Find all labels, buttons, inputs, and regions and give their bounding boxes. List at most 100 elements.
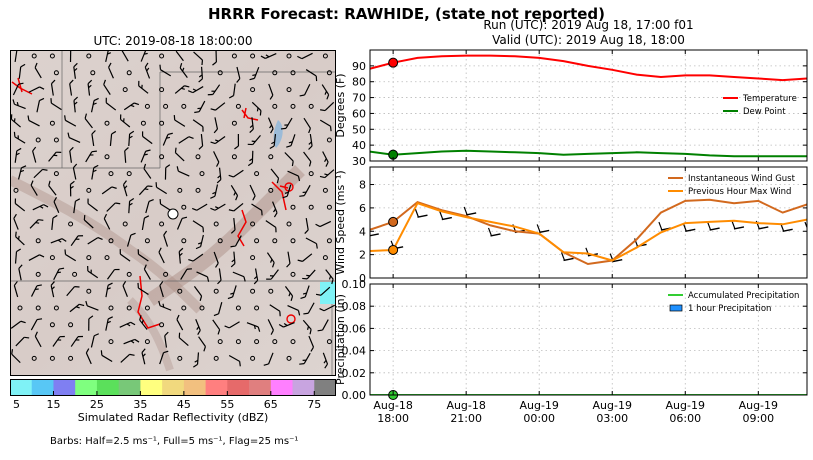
wind-barb	[302, 269, 316, 280]
wind-barb	[249, 117, 254, 134]
calm-wind-marker	[217, 238, 223, 244]
wind-barb	[164, 164, 171, 180]
wind-barb	[187, 86, 204, 94]
calm-wind-marker	[49, 322, 55, 328]
wind-barb	[27, 115, 40, 127]
map-frame	[10, 50, 336, 376]
legend: Instantaneous Wind Gust Previous Hour Max…	[668, 174, 796, 197]
wind-barb	[90, 333, 100, 348]
x-tick-label: 09:00	[742, 412, 774, 425]
calm-wind-marker	[322, 187, 328, 193]
wind-barb	[249, 184, 256, 201]
wind-barb	[194, 100, 206, 114]
x-tick-label: 21:00	[450, 412, 482, 425]
calm-wind-marker	[177, 355, 183, 361]
wind-barb	[173, 114, 186, 127]
colorbar-tick-label: 15	[46, 398, 60, 411]
calm-wind-marker	[286, 53, 292, 59]
calm-wind-marker	[199, 305, 205, 311]
wind-barb	[138, 80, 149, 94]
wind-barb	[33, 168, 48, 179]
wind-barb	[122, 281, 128, 297]
wind-barb-flag	[487, 227, 493, 237]
wind-barb	[143, 163, 152, 179]
colorbar-cell	[314, 379, 336, 396]
wind-barb	[11, 349, 21, 364]
calm-wind-marker	[159, 53, 165, 59]
wind-barb-segment	[539, 229, 550, 234]
wind-barb	[91, 164, 99, 180]
wind-barb-flag	[658, 221, 663, 231]
wind-barb	[228, 202, 244, 212]
calm-wind-marker	[290, 103, 296, 109]
wind-barb	[123, 102, 140, 111]
calm-wind-marker	[126, 70, 132, 76]
wind-barb	[213, 302, 223, 317]
calm-wind-marker	[49, 53, 55, 59]
wind-barb-flag	[560, 252, 566, 261]
calm-wind-marker	[144, 305, 150, 311]
x-tick-label: 00:00	[523, 412, 555, 425]
colorbar-tick-label: 5	[13, 398, 20, 411]
wind-barb	[48, 151, 62, 162]
wind-barb-segment	[563, 257, 574, 262]
wind-barb	[269, 304, 281, 317]
wind-barb	[10, 114, 21, 128]
wind-barb	[319, 169, 335, 179]
wind-barb	[36, 97, 45, 113]
calm-wind-marker	[268, 288, 274, 294]
wind-barb	[158, 247, 165, 264]
calm-wind-marker	[177, 187, 183, 193]
calm-wind-marker	[290, 70, 296, 76]
wind-barb	[106, 202, 121, 212]
wind-barb	[141, 131, 153, 145]
wind-barb	[69, 50, 76, 63]
wind-barb-segment	[466, 212, 477, 216]
lake	[273, 120, 283, 148]
wind-barb	[198, 66, 204, 83]
calm-wind-marker	[17, 305, 23, 311]
plot-frame	[369, 166, 808, 279]
wind-barb	[108, 62, 114, 79]
wind-barb	[251, 203, 263, 216]
calm-wind-marker	[250, 53, 256, 59]
y-tick-label: 0	[359, 272, 366, 285]
wind-barb	[212, 319, 221, 335]
wind-barb	[319, 119, 332, 132]
wind-barb-segment	[417, 214, 428, 218]
wind-barb	[30, 318, 43, 331]
colorbar-cell	[31, 379, 54, 396]
wind-barb	[48, 180, 57, 196]
calm-wind-marker	[235, 103, 241, 109]
calm-wind-marker	[86, 255, 92, 261]
wind-barb	[232, 271, 246, 282]
wind-barb	[100, 350, 113, 363]
calm-wind-marker	[90, 70, 96, 76]
calm-wind-marker	[140, 120, 146, 126]
wind-barb	[308, 133, 313, 150]
wind-barb	[18, 264, 23, 281]
calm-wind-marker	[268, 187, 274, 193]
wind-barb	[193, 352, 200, 368]
terrain-ridge	[146, 165, 305, 306]
wind-barb	[12, 82, 24, 96]
wind-barb	[69, 146, 74, 163]
wind-barb	[50, 281, 55, 298]
wind-barb	[119, 114, 131, 128]
y-tick-label: 2	[359, 249, 366, 262]
wind-barb	[263, 352, 274, 366]
wind-barb	[270, 168, 280, 184]
wind-barb-flag	[463, 206, 468, 216]
colorbar-cell	[75, 379, 98, 396]
series-line	[370, 198, 807, 266]
wind-barb	[162, 132, 173, 146]
wind-barb	[158, 300, 172, 311]
wind-barb	[70, 235, 84, 247]
calm-wind-marker	[286, 87, 292, 93]
series-line	[370, 149, 807, 158]
calm-wind-marker	[159, 87, 165, 93]
wind-barb	[34, 331, 42, 348]
x-tick-label: Aug-18	[446, 399, 485, 412]
wind-barb	[163, 230, 169, 247]
wind-barb	[120, 353, 135, 363]
